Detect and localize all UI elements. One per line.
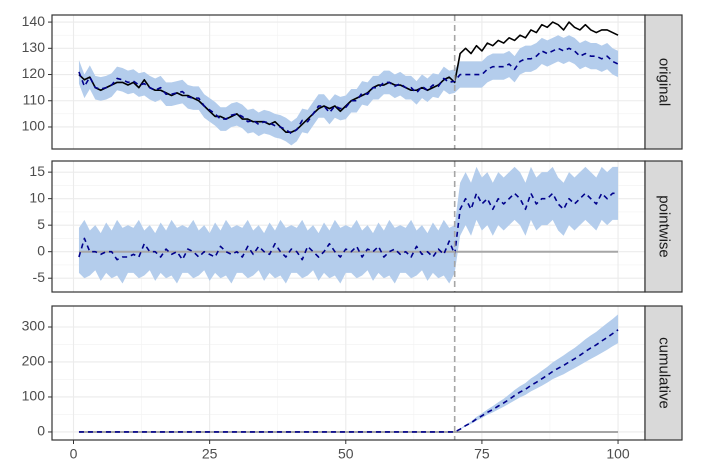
strip [644, 160, 683, 293]
series-line [78, 192, 619, 261]
y-tick-label: 10 [29, 189, 45, 205]
series-line [78, 329, 619, 433]
strip-label: cumulative [656, 337, 673, 409]
x-tick-label: 50 [338, 446, 354, 462]
y-tick-label: 0 [37, 423, 45, 439]
interval-band [78, 35, 619, 146]
y-tick-label: 0 [37, 242, 45, 258]
y-tick-label: 300 [22, 318, 46, 334]
y-tick-label: 140 [22, 13, 46, 29]
series-line [78, 47, 619, 135]
y-tick-label: 5 [37, 216, 45, 232]
strip-label: pointwise [656, 195, 673, 258]
x-tick-label: 0 [70, 446, 78, 462]
x-tick-label: 75 [474, 446, 490, 462]
y-tick-label: -5 [33, 269, 46, 285]
strip-label: original [656, 58, 673, 106]
x-tick-label: 25 [202, 446, 218, 462]
strip [644, 14, 683, 150]
y-tick-label: 15 [29, 163, 45, 179]
series-line [78, 21, 619, 134]
y-tick-label: 200 [22, 353, 46, 369]
y-tick-label: 100 [22, 118, 46, 134]
strip [644, 305, 683, 441]
x-tick-label: 100 [606, 446, 630, 462]
y-tick-label: 110 [23, 91, 46, 107]
interval-band [78, 166, 619, 284]
y-tick-label: 130 [22, 39, 46, 55]
y-tick-label: 100 [22, 388, 46, 404]
y-tick-label: 120 [22, 65, 46, 81]
